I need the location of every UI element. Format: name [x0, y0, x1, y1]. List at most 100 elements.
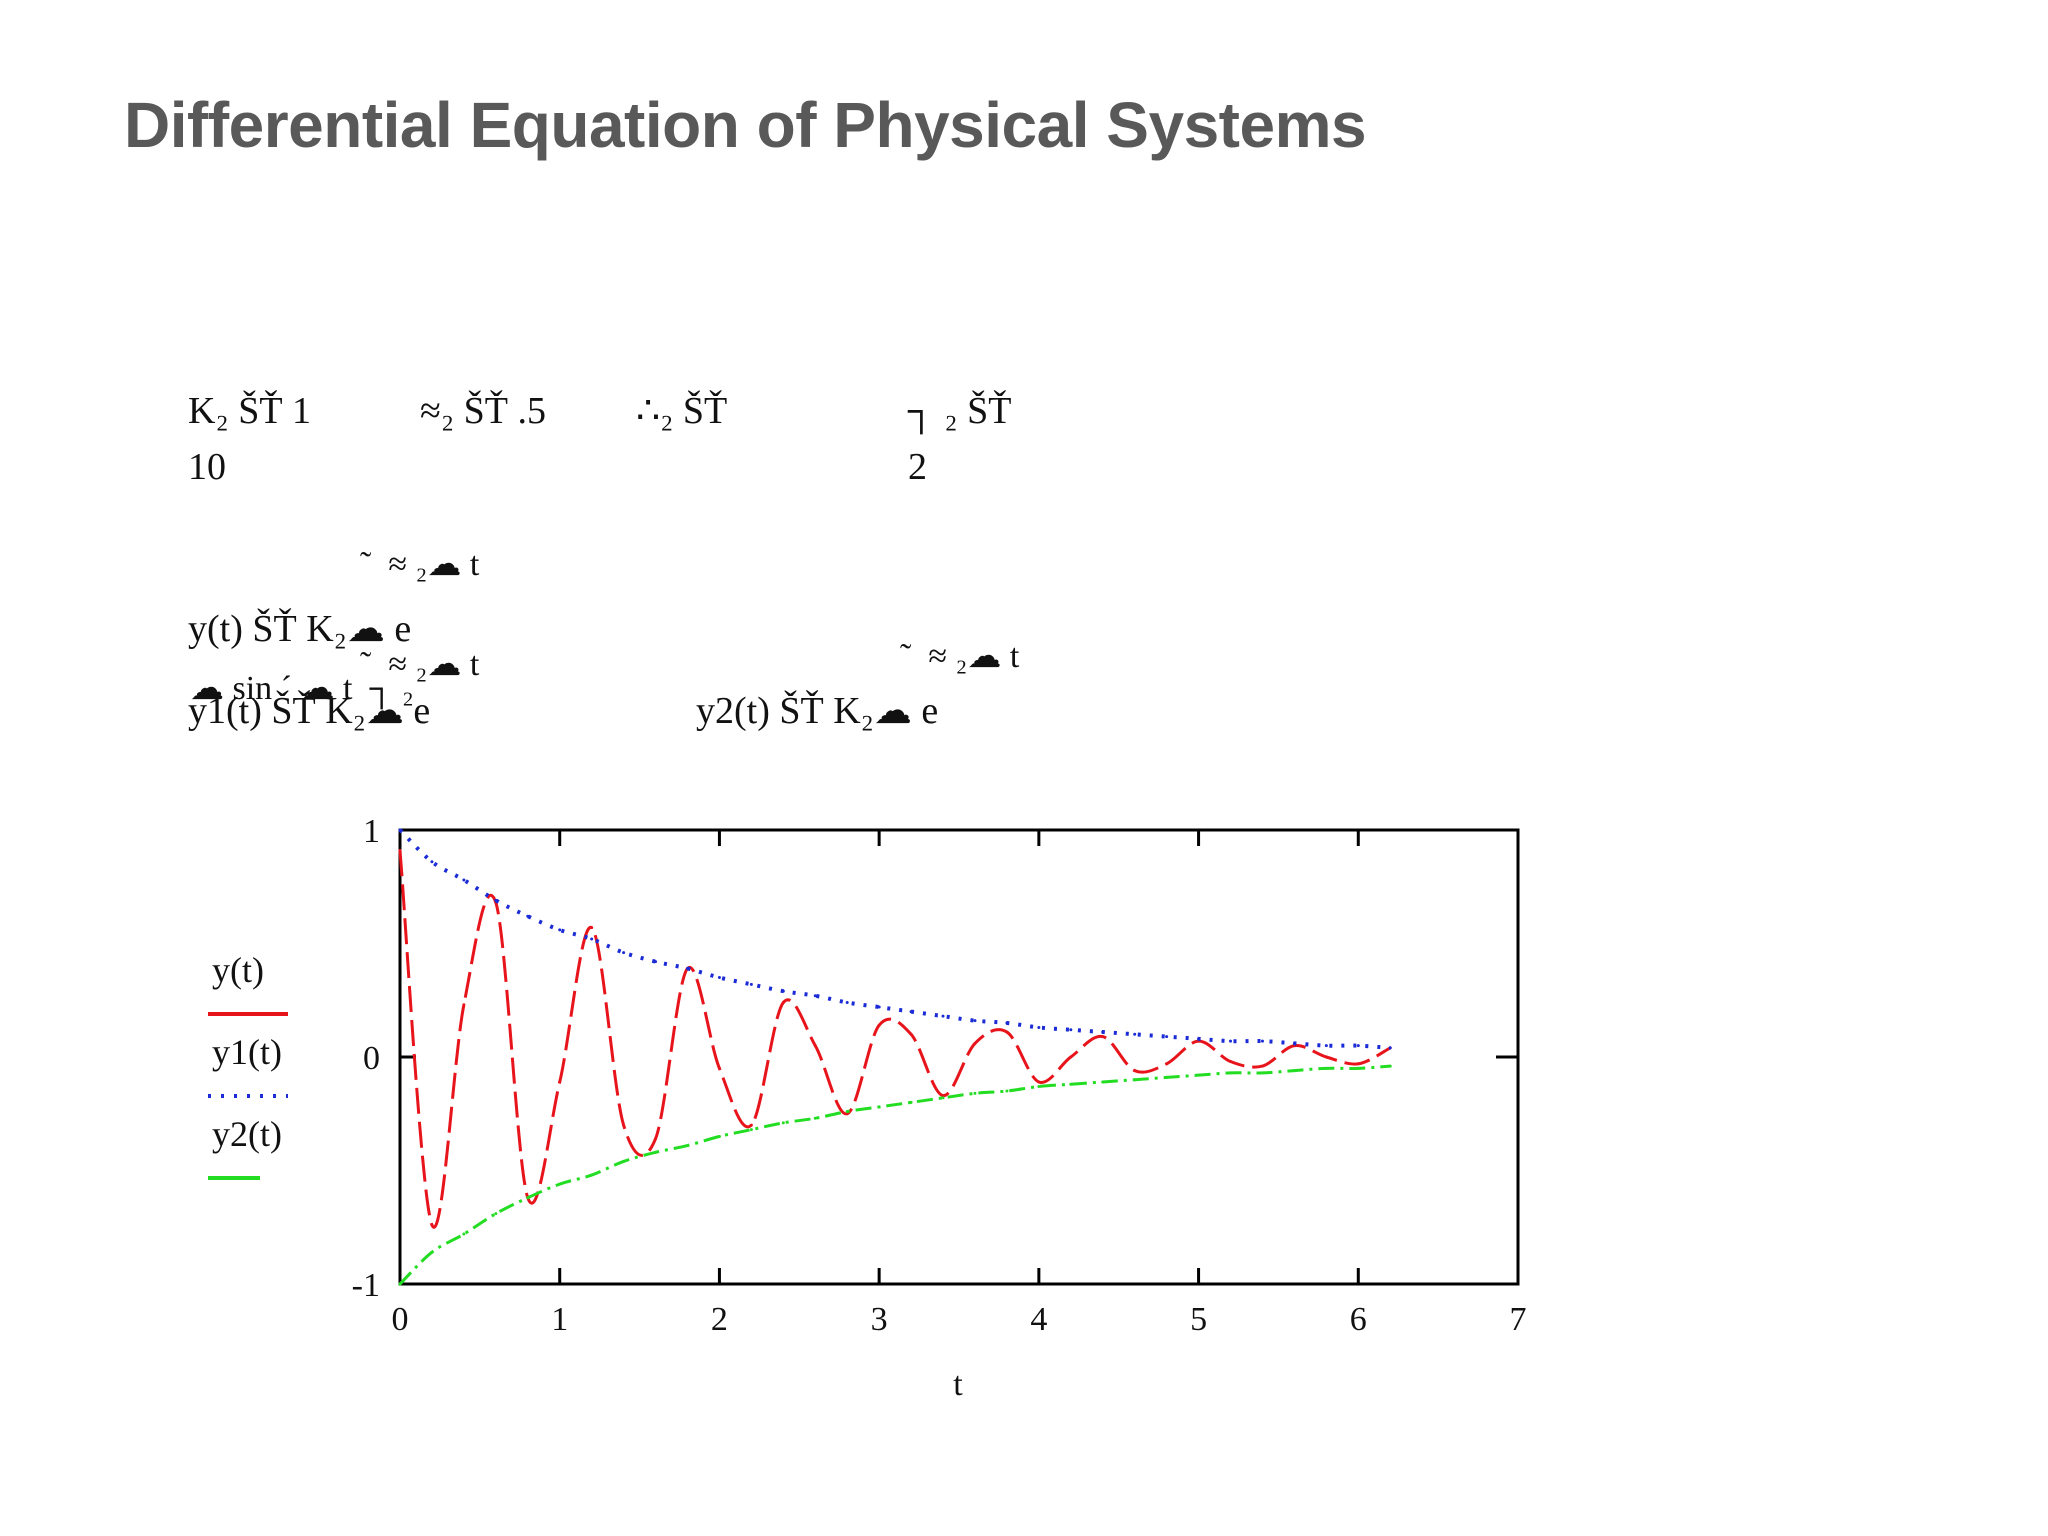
series-point-1: [1229, 1060, 1233, 1064]
series-point-2: [845, 1001, 849, 1005]
series-point-2: [1037, 1025, 1041, 1029]
series-point-3: [654, 1150, 658, 1154]
y-tick-label: 0: [363, 1040, 380, 1077]
series-point-3: [526, 1196, 530, 1200]
series-point-3: [1037, 1085, 1041, 1089]
series-point-3: [749, 1128, 753, 1132]
equation-phi: ┐ ₂ ŠŤ: [908, 390, 1012, 432]
series-point-1: [717, 1066, 721, 1070]
series-point-2: [622, 951, 626, 955]
series-point-1: [462, 1003, 466, 1007]
x-tick-label: 0: [392, 1301, 409, 1338]
series-point-2: [1388, 1046, 1392, 1050]
series-point-1: [813, 1044, 817, 1048]
series-point-1: [781, 1001, 785, 1005]
series-point-2: [1005, 1021, 1009, 1025]
series-point-2: [973, 1019, 977, 1023]
equation-phi-value: 2: [908, 446, 927, 488]
series-point-2: [909, 1010, 913, 1014]
equation-y1: y1(t) ŠŤ K₂☁ e: [188, 690, 431, 732]
series-point-3: [1324, 1066, 1328, 1070]
x-tick-label: 6: [1350, 1301, 1367, 1338]
equation-y2-exponent: ˜ ≈ ₂☁ t: [900, 638, 1020, 675]
series-point-1: [494, 901, 498, 905]
series-point-2: [877, 1005, 881, 1009]
series-point-1: [590, 926, 594, 930]
chart-legend: y(t) y1(t) y2(t): [208, 950, 288, 1180]
series-point-2: [494, 898, 498, 902]
series-point-1: [1197, 1039, 1201, 1043]
x-tick-label: 1: [551, 1301, 568, 1338]
series-line-3: [398, 1064, 1391, 1286]
equation-y-exponent: ˜ ≈ ₂☁ t: [360, 546, 480, 583]
series-point-1: [1324, 1055, 1328, 1059]
series-point-3: [845, 1109, 849, 1113]
series-point-2: [749, 982, 753, 986]
x-tick-label: 5: [1190, 1301, 1207, 1338]
series-point-3: [622, 1159, 626, 1163]
series-point-1: [1260, 1064, 1264, 1068]
series-point-1: [558, 1080, 562, 1084]
series-point-3: [1292, 1069, 1296, 1073]
legend-label-2: y1(t): [212, 1032, 282, 1072]
series-point-3: [1069, 1082, 1073, 1086]
series-point-3: [909, 1100, 913, 1104]
series-point-1: [526, 1196, 530, 1200]
equation-k2: K₂ ŠŤ 1: [188, 390, 312, 432]
series-point-2: [430, 860, 434, 864]
slide-title: Differential Equation of Physical System…: [124, 89, 1367, 161]
series-point-2: [654, 960, 658, 964]
series-point-1: [1133, 1069, 1137, 1073]
series-point-1: [973, 1041, 977, 1045]
x-tick-label: 2: [711, 1301, 728, 1338]
series-point-3: [717, 1134, 721, 1138]
series-point-2: [1260, 1039, 1264, 1043]
series-point-2: [462, 878, 466, 882]
series-point-1: [1388, 1046, 1392, 1050]
series-point-3: [685, 1144, 689, 1148]
series-point-3: [877, 1105, 881, 1109]
series-point-1: [398, 848, 402, 852]
series-point-2: [941, 1014, 945, 1018]
series-point-3: [1133, 1078, 1137, 1082]
series-point-2: [1197, 1037, 1201, 1041]
chart-series: [398, 828, 1392, 1286]
equation-k2-value: 10: [188, 446, 226, 488]
series-point-1: [1101, 1035, 1105, 1039]
series-point-1: [654, 1137, 658, 1141]
series-point-1: [1165, 1062, 1169, 1066]
series-point-1: [1292, 1044, 1296, 1048]
series-point-3: [462, 1232, 466, 1236]
series-point-3: [398, 1282, 402, 1286]
series-point-1: [941, 1094, 945, 1098]
series-point-3: [1165, 1075, 1169, 1079]
series-point-3: [1101, 1080, 1105, 1084]
equation-zeta: ≈₂ ŠŤ .5: [420, 390, 546, 432]
y-tick-label: 1: [363, 813, 380, 850]
series-point-3: [1005, 1089, 1009, 1093]
series-point-2: [1133, 1032, 1137, 1036]
series-point-3: [941, 1096, 945, 1100]
series-point-2: [526, 914, 530, 918]
series-point-2: [398, 828, 402, 832]
series-point-1: [1356, 1062, 1360, 1066]
series-point-3: [558, 1182, 562, 1186]
series-point-1: [1069, 1055, 1073, 1059]
series-point-3: [813, 1116, 817, 1120]
chart-axes: 0 1 2 3 4 5 6 7 -1 0 1: [352, 813, 1527, 1338]
series-point-2: [1165, 1035, 1169, 1039]
equation-y: y(t) ŠŤ K₂☁ e: [188, 608, 412, 650]
series-point-2: [781, 989, 785, 993]
series-point-3: [494, 1212, 498, 1216]
series-line-2: [398, 828, 1391, 1050]
legend-label-3: y2(t): [212, 1114, 282, 1154]
series-point-2: [558, 928, 562, 932]
series-point-2: [1229, 1039, 1233, 1043]
series-point-1: [622, 1123, 626, 1127]
series-point-3: [973, 1091, 977, 1095]
plot-frame: [398, 828, 1520, 1286]
series-point-2: [1101, 1030, 1105, 1034]
legend-label-1: y(t): [212, 950, 264, 990]
x-axis-label: t: [953, 1366, 963, 1403]
y-tick-label: -1: [352, 1267, 380, 1304]
